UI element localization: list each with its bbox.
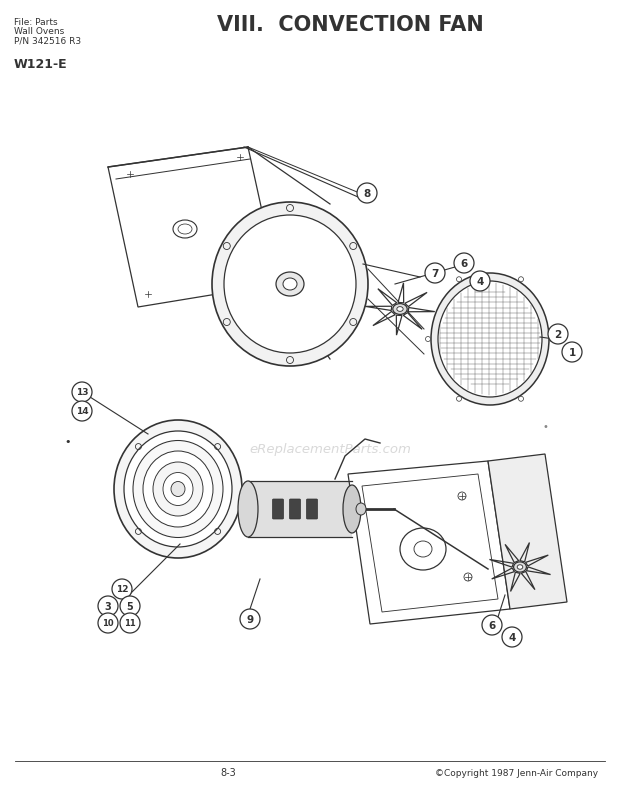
Text: 13: 13: [76, 388, 88, 397]
Text: 6: 6: [489, 620, 495, 630]
Ellipse shape: [393, 304, 407, 315]
Ellipse shape: [283, 279, 297, 290]
Ellipse shape: [438, 281, 542, 397]
Text: •: •: [542, 422, 548, 431]
Text: •: •: [64, 436, 71, 446]
Circle shape: [72, 401, 92, 422]
Text: P/N 342516 R3: P/N 342516 R3: [14, 36, 81, 45]
Text: Wall Ovens: Wall Ovens: [14, 27, 64, 36]
Ellipse shape: [513, 562, 526, 573]
Polygon shape: [488, 454, 567, 609]
Text: 8-3: 8-3: [220, 767, 236, 777]
Polygon shape: [108, 148, 278, 307]
Circle shape: [456, 277, 461, 282]
Circle shape: [72, 383, 92, 402]
Text: 7: 7: [432, 268, 439, 279]
Text: ©Copyright 1987 Jenn-Air Company: ©Copyright 1987 Jenn-Air Company: [435, 768, 598, 777]
Ellipse shape: [212, 203, 368, 367]
Circle shape: [240, 609, 260, 629]
Circle shape: [518, 277, 523, 282]
Circle shape: [482, 616, 502, 635]
Ellipse shape: [171, 482, 185, 497]
Text: eReplacementParts.com: eReplacementParts.com: [249, 443, 411, 456]
Ellipse shape: [397, 307, 403, 312]
Text: 3: 3: [105, 601, 112, 611]
Circle shape: [112, 579, 132, 599]
Text: 9: 9: [246, 614, 254, 624]
Circle shape: [470, 272, 490, 292]
Circle shape: [98, 613, 118, 633]
Circle shape: [548, 324, 568, 345]
FancyBboxPatch shape: [306, 500, 317, 519]
Circle shape: [456, 397, 461, 401]
Text: W121-E: W121-E: [14, 58, 68, 71]
Circle shape: [502, 627, 522, 647]
Text: 10: 10: [102, 619, 114, 628]
Text: 14: 14: [76, 407, 88, 416]
Text: VIII.  CONVECTION FAN: VIII. CONVECTION FAN: [216, 15, 484, 35]
Ellipse shape: [163, 473, 193, 506]
Text: 1: 1: [569, 348, 575, 358]
Text: 2: 2: [554, 329, 562, 340]
Text: 12: 12: [116, 585, 128, 594]
Text: 11: 11: [124, 619, 136, 628]
Text: 8: 8: [363, 189, 371, 199]
Circle shape: [357, 184, 377, 204]
Polygon shape: [248, 482, 352, 538]
Text: 6: 6: [461, 259, 467, 268]
Text: 4: 4: [508, 633, 516, 642]
Ellipse shape: [343, 486, 361, 534]
Ellipse shape: [124, 431, 232, 547]
FancyBboxPatch shape: [273, 500, 283, 519]
Ellipse shape: [356, 504, 366, 515]
FancyBboxPatch shape: [290, 500, 301, 519]
Ellipse shape: [143, 452, 213, 527]
Circle shape: [120, 613, 140, 633]
Ellipse shape: [276, 272, 304, 297]
Circle shape: [458, 492, 466, 500]
Text: File: Parts: File: Parts: [14, 18, 58, 27]
Circle shape: [518, 397, 523, 401]
Text: 4: 4: [476, 277, 484, 286]
Circle shape: [454, 254, 474, 273]
Circle shape: [464, 573, 472, 581]
Text: 5: 5: [126, 601, 133, 611]
Circle shape: [425, 264, 445, 284]
Polygon shape: [348, 461, 510, 624]
Circle shape: [562, 342, 582, 363]
Ellipse shape: [133, 441, 223, 538]
Ellipse shape: [238, 482, 258, 538]
Ellipse shape: [224, 216, 356, 354]
Circle shape: [120, 596, 140, 616]
Ellipse shape: [431, 273, 549, 406]
Circle shape: [98, 596, 118, 616]
Ellipse shape: [517, 565, 523, 569]
Ellipse shape: [153, 462, 203, 517]
Ellipse shape: [114, 420, 242, 558]
Circle shape: [549, 337, 554, 342]
Circle shape: [425, 337, 430, 342]
